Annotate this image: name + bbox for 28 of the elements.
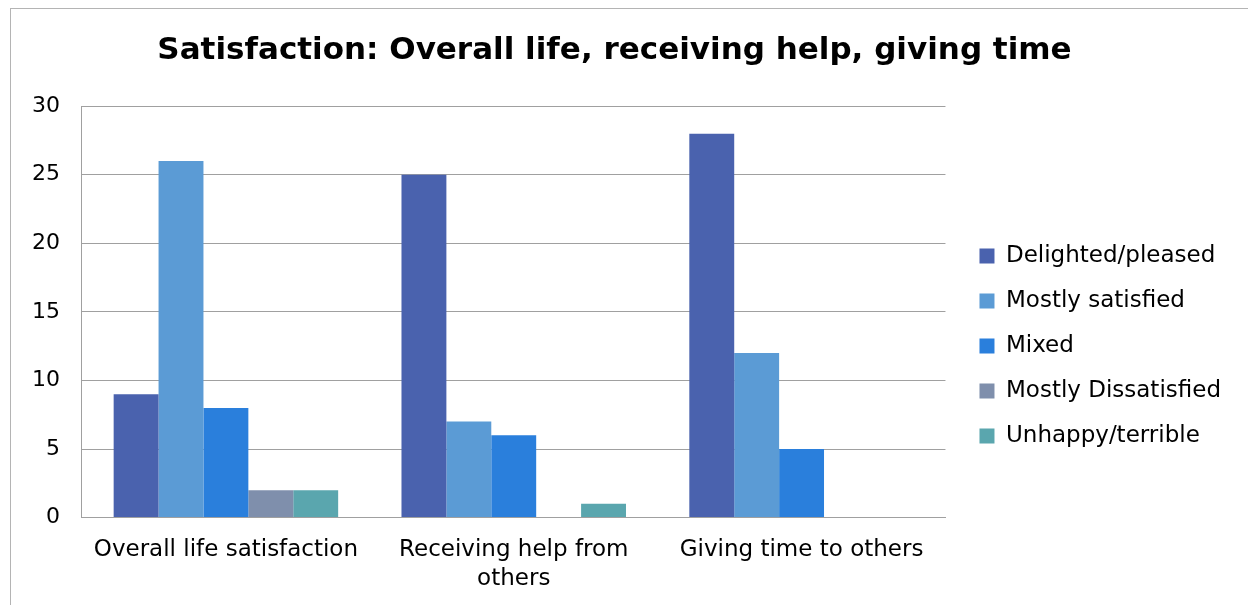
legend-label: Delighted/pleased — [1005, 240, 1216, 267]
legend-label: Mostly Dissatisfied — [1005, 375, 1222, 402]
y-tick-label: 25 — [31, 160, 60, 186]
y-tick-label: 5 — [45, 434, 60, 460]
legend-label: Unhappy/terrible — [1005, 420, 1200, 447]
bar — [446, 421, 492, 518]
y-tick-label: 30 — [31, 91, 60, 117]
y-tick-label: 15 — [31, 297, 60, 323]
bar — [248, 490, 294, 518]
legend-label: Mixed — [1005, 330, 1074, 357]
y-tick-label: 10 — [31, 366, 60, 392]
chart-title: Satisfaction: Overall life, receiving help, giving time — [157, 29, 1072, 66]
y-tick-label: 20 — [31, 229, 60, 255]
x-tick-label: Receiving help from others — [399, 535, 629, 591]
bar — [203, 407, 249, 518]
bar — [401, 174, 447, 518]
bar — [734, 353, 780, 518]
x-tick-label: Giving time to others — [679, 535, 924, 562]
bar — [581, 503, 626, 518]
legend-label: Mostly satisfied — [1005, 285, 1185, 312]
y-tick-label: 0 — [45, 503, 60, 529]
bar — [779, 449, 825, 518]
bar — [113, 394, 159, 518]
bar — [158, 161, 204, 518]
bar — [689, 133, 735, 518]
x-tick-label: Overall life satisfaction — [93, 535, 359, 562]
bar — [491, 435, 537, 518]
bar — [293, 490, 339, 518]
